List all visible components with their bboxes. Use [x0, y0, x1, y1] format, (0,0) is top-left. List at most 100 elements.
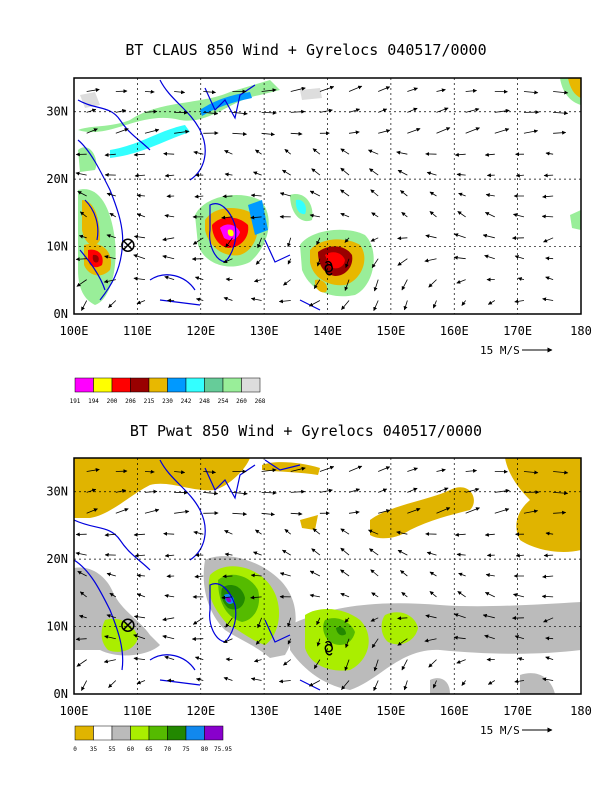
wind-vector: [86, 508, 98, 514]
claus-lon-labels: 100E 110E 120E 130E 140E 150E 160E 170E 180: [60, 324, 592, 338]
wind-vector: [401, 659, 408, 671]
legend-value: 206: [125, 398, 136, 405]
wind-vector: [371, 212, 379, 218]
lat-tick-label: 10N: [46, 240, 68, 254]
wind-vector: [428, 279, 437, 288]
legend-value: 254: [218, 398, 229, 405]
wind-vector: [174, 90, 186, 95]
wind-vector: [86, 488, 97, 493]
wind-vector: [287, 237, 292, 248]
claus-lat-labels: 0N 10N 20N 30N: [46, 105, 68, 321]
wind-vector: [523, 509, 539, 514]
gyre-cyclone-marker: [324, 640, 334, 656]
wind-vector: [203, 90, 216, 95]
wind-vector: [484, 634, 495, 640]
wind-vector: [312, 148, 321, 155]
wind-vector: [484, 254, 495, 260]
legend-value: 70: [164, 746, 172, 753]
lon-tick-label: 110E: [123, 324, 152, 338]
wind-vector: [75, 257, 87, 262]
wind-vector: [313, 659, 321, 669]
legend-value: 0: [73, 746, 77, 753]
legend-swatch: [130, 377, 150, 393]
wind-vector: [309, 190, 321, 197]
lon-tick-label: 150E: [376, 324, 405, 338]
wind-vector: [370, 569, 379, 577]
legend-swatch: [204, 725, 224, 741]
wind-vector: [378, 488, 388, 493]
wind-vector: [75, 171, 87, 176]
wind-vector: [253, 551, 262, 556]
legend-swatch: [130, 725, 150, 741]
wind-vector: [341, 680, 350, 690]
wind-vector: [144, 469, 155, 474]
legend-swatch: [148, 725, 168, 741]
wind-vector: [368, 529, 379, 535]
wind-vector: [514, 299, 525, 304]
wind-vector: [103, 659, 116, 664]
wind-vector: [106, 234, 116, 239]
wind-vector: [309, 593, 320, 598]
lon-tick-label: 120E: [186, 704, 215, 718]
wind-vector: [174, 129, 190, 134]
wind-vector: [407, 127, 421, 134]
wind-vector: [106, 192, 116, 197]
wind-vector: [86, 88, 100, 92]
wind-vector: [403, 680, 408, 691]
wind-vector: [407, 507, 421, 514]
wind-vector: [311, 548, 321, 556]
wind-vector: [164, 213, 175, 218]
legend-value: 242: [181, 398, 192, 405]
lon-tick-label: 130E: [250, 704, 279, 718]
wind-vector: [407, 487, 418, 493]
wind-vector: [465, 468, 478, 473]
legend-swatch: [185, 725, 205, 741]
wind-vector: [542, 574, 554, 579]
wind-vector: [378, 86, 391, 92]
wind-vector: [424, 638, 437, 643]
wind-vector: [104, 532, 116, 537]
wind-vector: [482, 613, 495, 619]
wind-vector: [133, 532, 146, 537]
wind-vector: [164, 593, 175, 598]
wind-vector: [193, 530, 204, 535]
wind-vector: [109, 212, 117, 218]
wind-vector: [484, 592, 495, 598]
claus-scale-label: 15 M/S: [480, 344, 520, 357]
pwat-wind-vectors: [75, 465, 569, 692]
wind-vector: [397, 638, 408, 646]
wind-vector: [453, 255, 466, 260]
wind-vector: [261, 110, 277, 115]
wind-vector: [312, 528, 321, 535]
wind-vector: [436, 88, 446, 93]
wind-vector: [378, 466, 391, 472]
lat-tick-label: 30N: [46, 485, 68, 499]
wind-vector: [309, 570, 321, 577]
wind-vector: [428, 659, 437, 668]
wind-vector: [457, 211, 466, 218]
wind-vector: [514, 635, 525, 640]
wind-vector: [287, 638, 292, 645]
wind-vector: [456, 172, 466, 177]
wind-vector: [484, 532, 495, 537]
panel2-title: BT Pwat 850 Wind + Gyrelocs 040517/0000: [129, 422, 483, 440]
wind-vector: [456, 279, 466, 284]
wind-vector: [287, 617, 292, 628]
wind-vector: [424, 258, 437, 263]
wind-vector: [164, 275, 175, 280]
legend-value: 200: [107, 398, 118, 405]
wind-vector: [250, 595, 262, 600]
wind-vector: [487, 680, 496, 685]
wind-vector: [454, 532, 466, 537]
wind-vector: [261, 490, 277, 495]
legend-value: 55: [108, 746, 116, 753]
lon-tick-label: 170E: [503, 324, 532, 338]
wind-vector: [371, 592, 379, 598]
wind-vector: [313, 279, 321, 289]
wind-vector: [517, 277, 525, 281]
legend-swatch: [222, 377, 242, 393]
legend-value: 230: [162, 398, 173, 405]
wind-vector: [373, 659, 379, 672]
wind-vector: [162, 634, 175, 640]
wind-vector: [436, 127, 451, 134]
